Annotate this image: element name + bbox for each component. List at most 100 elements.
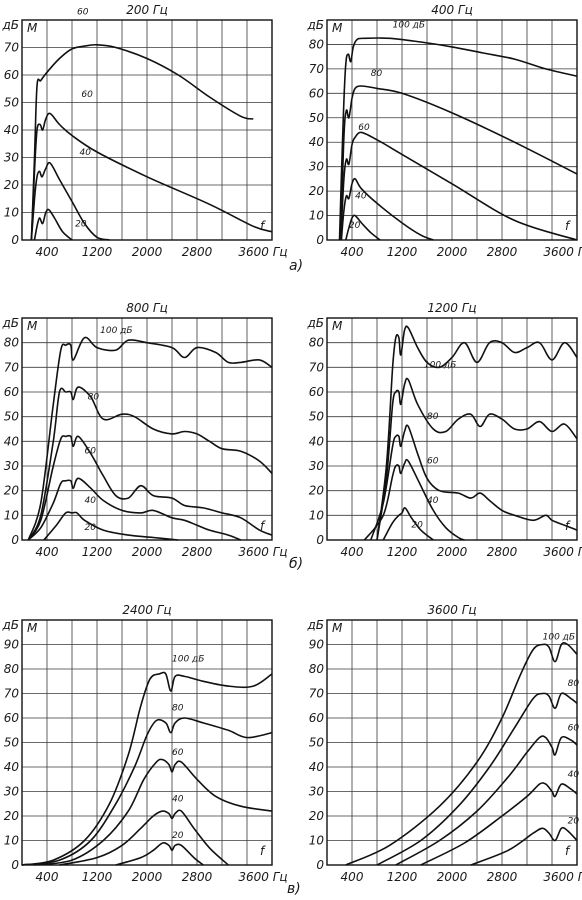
- y-tick-label: 0: [11, 233, 19, 247]
- series-label: 60: [427, 457, 439, 467]
- x-tick-label: 1200: [387, 245, 418, 259]
- x-tick-label: 2000: [132, 870, 163, 884]
- y-tick-label: 40: [4, 123, 20, 137]
- y-tick-label: 0: [11, 533, 19, 547]
- series-line: [340, 131, 578, 241]
- y-tick-label: 90: [309, 638, 325, 652]
- series-line: [27, 434, 273, 541]
- x-tick-label: 3600 Гц: [543, 870, 582, 884]
- x-tick-label: 1200: [387, 870, 418, 884]
- y-tick-label: 30: [4, 151, 20, 165]
- series-label: 80: [568, 679, 580, 689]
- y-tick-label: 50: [4, 736, 20, 750]
- plot-frame: [21, 619, 273, 866]
- series-label: 60: [358, 123, 370, 133]
- series-line: [21, 671, 273, 866]
- x-tick-label: 2000: [437, 870, 468, 884]
- series-line: [59, 809, 229, 866]
- m-label: М: [332, 621, 343, 635]
- y-tick-label: 30: [309, 785, 325, 799]
- series-label: 40: [80, 148, 92, 158]
- chart-title: 3600 Гц: [427, 603, 476, 617]
- y-tick-label: 20: [309, 809, 325, 823]
- series-line: [470, 826, 578, 866]
- series-label: 80: [172, 704, 184, 714]
- y-tick-label: 50: [4, 410, 20, 424]
- y-axis-unit: дБ: [306, 18, 324, 32]
- y-tick-label: 40: [4, 760, 20, 774]
- series-label: 20: [411, 521, 423, 531]
- series-label: 20: [172, 831, 184, 841]
- y-tick-label: 10: [4, 206, 20, 220]
- series-line: [43, 511, 179, 541]
- series-line: [382, 507, 434, 541]
- x-tick-label: 3600 Гц: [238, 545, 287, 559]
- y-tick-label: 80: [4, 336, 20, 350]
- x-tick-label: 400: [341, 870, 364, 884]
- chart-title: 400 Гц: [431, 3, 473, 17]
- y-tick-label: 40: [309, 760, 325, 774]
- x-tick-label: 2000: [437, 245, 468, 259]
- y-tick-label: 80: [309, 662, 325, 676]
- series-label: 20: [349, 221, 361, 231]
- y-axis-unit: дБ: [1, 618, 19, 632]
- x-tick-label: 1200: [82, 245, 113, 259]
- series-line: [30, 43, 254, 241]
- series-line: [27, 336, 273, 541]
- series-label: 100 дБ: [100, 326, 132, 336]
- series-line: [34, 758, 273, 866]
- series-label: 60: [77, 8, 89, 18]
- x-tick-label: 400: [36, 870, 59, 884]
- y-tick-label: 60: [4, 385, 20, 399]
- x-tick-label: 400: [341, 245, 364, 259]
- f-label: f: [260, 219, 266, 233]
- y-tick-label: 0: [316, 858, 324, 872]
- series-label: 60: [81, 90, 93, 100]
- y-tick-label: 10: [309, 508, 325, 522]
- x-tick-label: 1200: [82, 545, 113, 559]
- f-label: f: [565, 219, 571, 233]
- x-tick-label: 3600 Гц: [238, 245, 287, 259]
- y-tick-label: 90: [4, 638, 20, 652]
- y-tick-label: 0: [316, 233, 324, 247]
- y-tick-label: 40: [309, 135, 325, 149]
- series-line: [363, 458, 465, 541]
- series-line: [27, 477, 242, 541]
- x-tick-label: 3600 Гц: [543, 545, 582, 559]
- chart-title: 200 Гц: [126, 3, 168, 17]
- y-tick-label: 20: [309, 184, 325, 198]
- y-tick-label: 50: [309, 410, 325, 424]
- y-tick-label: 0: [11, 858, 19, 872]
- y-tick-label: 80: [4, 662, 20, 676]
- y-tick-label: 50: [309, 111, 325, 125]
- chart-title: 800 Гц: [126, 301, 168, 315]
- chart-panel: 3600 Гц 0 10 20 30 40 50 60 70 80 90 дБ Мf 400 1200 200…: [306, 603, 582, 884]
- series-label: 60: [172, 748, 184, 758]
- y-tick-label: 10: [4, 508, 20, 522]
- y-tick-label: 60: [4, 68, 20, 82]
- m-label: М: [332, 319, 343, 333]
- y-tick-label: 10: [4, 834, 20, 848]
- y-tick-label: 80: [309, 336, 325, 350]
- series-label: 80: [427, 412, 439, 422]
- plot-frame: [21, 19, 273, 241]
- x-tick-label: 2800: [182, 245, 213, 259]
- x-tick-label: 3600 Гц: [238, 870, 287, 884]
- chart-panel: 800 Гц 0 10 20 30 40 50 60 70 80 дБ Мf 400 1200 2000 28…: [1, 301, 287, 559]
- y-axis-unit: дБ: [1, 316, 19, 330]
- series-line: [30, 112, 273, 241]
- y-axis-unit: дБ: [1, 18, 19, 32]
- x-tick-label: 400: [36, 245, 59, 259]
- y-tick-label: 30: [4, 785, 20, 799]
- y-tick-label: 40: [4, 434, 20, 448]
- y-tick-label: 30: [309, 160, 325, 174]
- m-label: М: [332, 21, 343, 35]
- y-tick-label: 20: [4, 178, 20, 192]
- y-tick-label: 20: [309, 484, 325, 498]
- plot-frame: [326, 619, 578, 866]
- m-label: М: [27, 621, 38, 635]
- series-line: [338, 37, 578, 241]
- series-label: 20: [568, 816, 580, 826]
- series-line: [420, 782, 578, 866]
- y-tick-label: 80: [309, 37, 325, 51]
